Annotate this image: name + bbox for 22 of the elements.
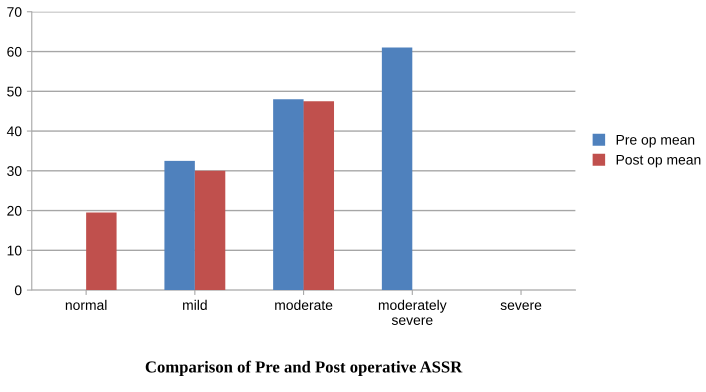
bar bbox=[86, 212, 117, 290]
bar bbox=[382, 48, 412, 290]
x-tick-label: mild bbox=[183, 300, 207, 310]
x-tick-label: moderate bbox=[275, 300, 332, 310]
y-tick-label: 20 bbox=[7, 206, 22, 216]
bar bbox=[194, 170, 226, 290]
bar bbox=[164, 160, 195, 290]
x-tick-label: severe bbox=[500, 302, 542, 310]
legend-label: Pre op mean bbox=[616, 135, 694, 148]
y-tick-label: 0 bbox=[14, 285, 22, 296]
x-tick-label: moderately severe bbox=[378, 300, 447, 325]
y-tick-label: 70 bbox=[7, 7, 22, 17]
y-tick-label: 30 bbox=[7, 166, 22, 176]
bar bbox=[273, 99, 304, 290]
y-tick-label: 60 bbox=[7, 46, 22, 57]
y-tick-label: 10 bbox=[8, 246, 22, 256]
legend-label: Post op mean bbox=[616, 154, 700, 168]
x-tick-label: normal bbox=[66, 300, 106, 310]
bar bbox=[304, 101, 334, 290]
y-tick-label: 50 bbox=[7, 86, 22, 96]
y-tick-label: 40 bbox=[6, 126, 22, 136]
text: Comparison of Pre and Post operative ASSR bbox=[146, 360, 462, 376]
